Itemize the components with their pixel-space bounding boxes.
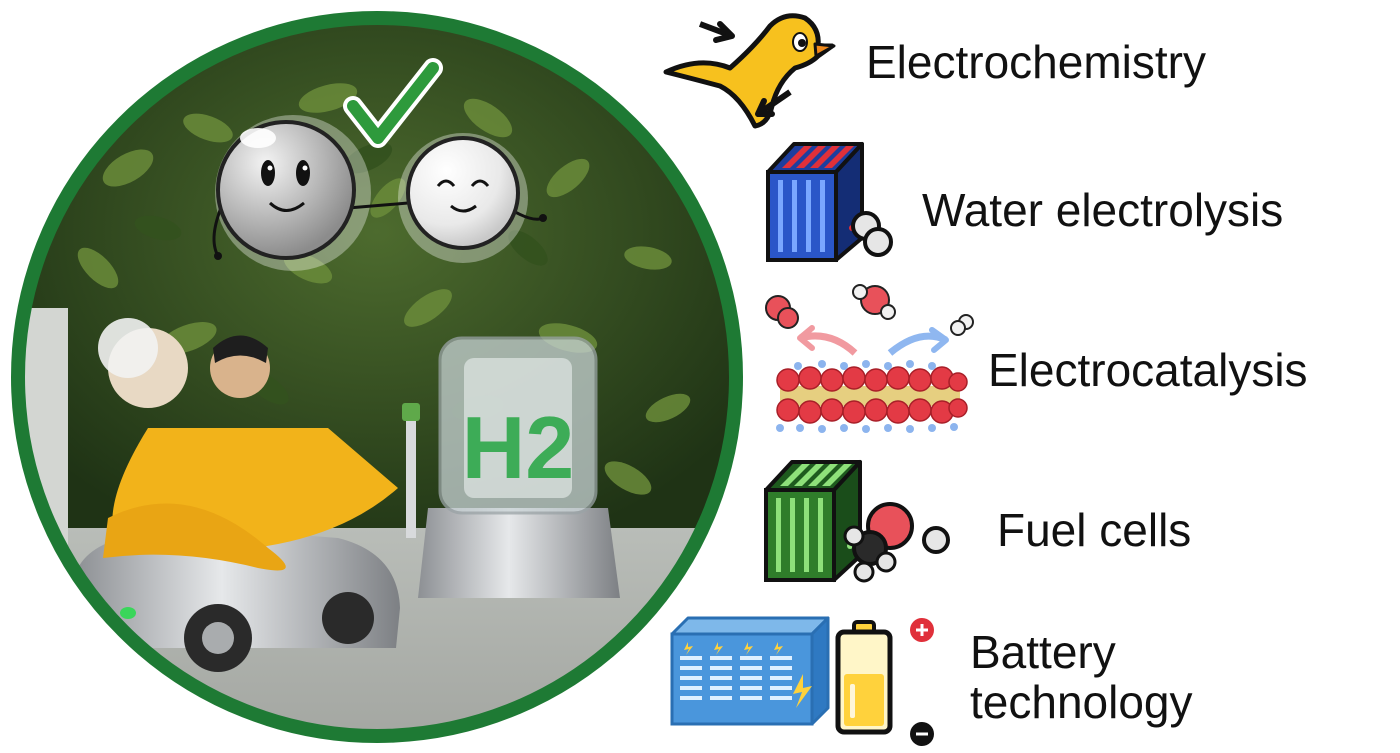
- topic-water-electrolysis: Water electrolysis: [922, 184, 1284, 236]
- photo-illustration: H2: [8, 8, 746, 746]
- electrolyzer-stack-icon: [762, 138, 893, 263]
- topic-electrochemistry: Electrochemistry: [866, 36, 1206, 88]
- catalyst-surface-icon: [760, 278, 980, 438]
- duck-icon: [660, 6, 840, 131]
- battery-icon: [666, 612, 946, 747]
- hydrogen-atom-cartoons: [212, 58, 547, 271]
- topic-battery-line2: technology: [970, 675, 1193, 728]
- photo-ring-border: [11, 11, 743, 743]
- hydrogen-dispenser: [402, 336, 620, 598]
- dolls: [98, 318, 399, 571]
- toy-car: [75, 528, 400, 672]
- fuel-cell-stack-icon: [760, 456, 960, 594]
- topic-electrocatalysis: Electrocatalysis: [988, 344, 1308, 396]
- topic-battery-line1: Battery: [970, 626, 1116, 678]
- topic-fuel-cells: Fuel cells: [997, 504, 1192, 556]
- h2-badge: H2: [462, 398, 575, 497]
- gray-bubble-character: [216, 120, 356, 260]
- white-bubble-character: [406, 136, 520, 250]
- topic-battery-technology: Battery technology: [970, 626, 1193, 728]
